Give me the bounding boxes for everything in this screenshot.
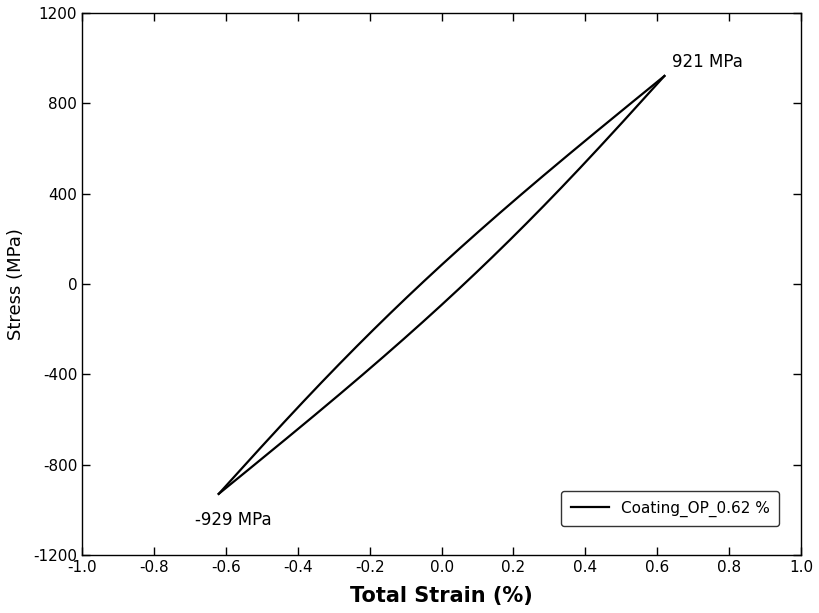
Line: Coating_OP_0.62 %: Coating_OP_0.62 % xyxy=(219,76,663,494)
X-axis label: Total Strain (%): Total Strain (%) xyxy=(350,586,532,606)
Legend: Coating_OP_0.62 %: Coating_OP_0.62 % xyxy=(561,491,778,526)
Text: 921 MPa: 921 MPa xyxy=(671,53,741,70)
Y-axis label: Stress (MPa): Stress (MPa) xyxy=(7,228,25,340)
Text: -929 MPa: -929 MPa xyxy=(195,511,272,529)
Coating_OP_0.62 % xyxy=(458,242,468,249)
Coating_OP_0.62 % xyxy=(406,289,416,297)
Coating_OP_0.62 % xyxy=(646,82,656,89)
Coating_OP_0.62 % xyxy=(214,490,224,498)
Coating_OP_0.62 % xyxy=(567,148,577,155)
Coating_OP_0.62 % xyxy=(404,292,414,299)
Coating_OP_0.62 % xyxy=(433,264,443,272)
Coating_OP_0.62 % xyxy=(658,72,668,80)
